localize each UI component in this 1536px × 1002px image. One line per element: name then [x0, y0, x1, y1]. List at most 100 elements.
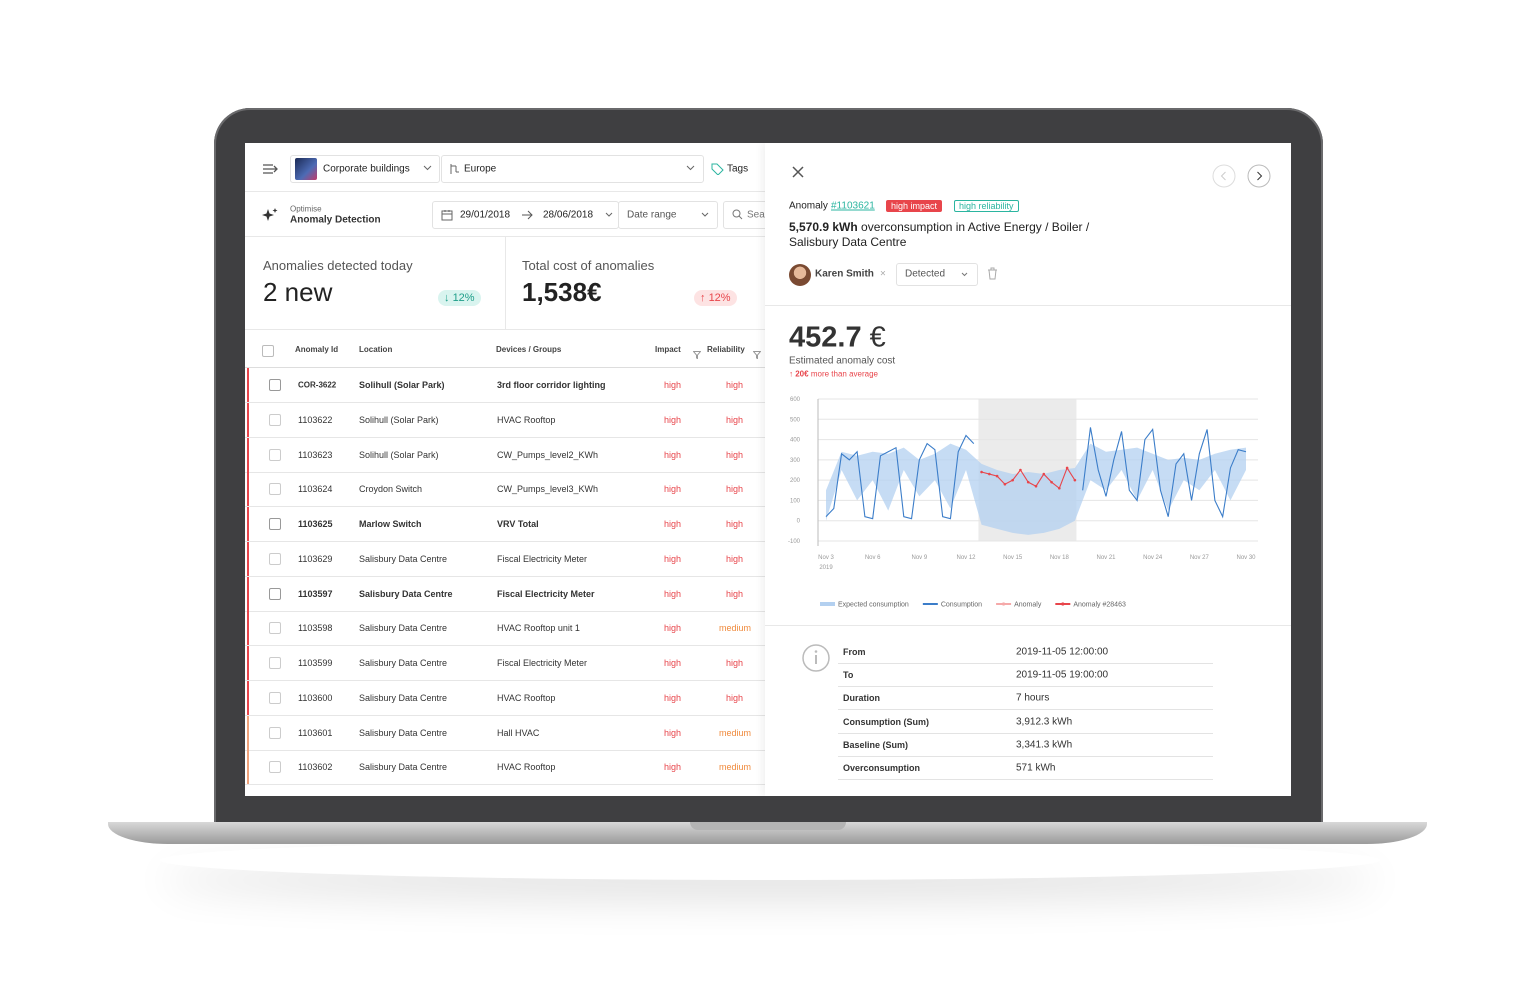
hl [245, 367, 765, 368]
cell: 1103622 [298, 414, 333, 425]
anomaly-point [1034, 484, 1038, 488]
cell: Fiscal Electricity Meter [497, 553, 588, 564]
fact-value: 2019-11-05 19:00:00 [1016, 669, 1109, 681]
tags[interactable]: Tags [727, 163, 749, 175]
close-button[interactable] [792, 166, 804, 178]
status-select[interactable] [896, 263, 978, 286]
table-row[interactable] [245, 611, 765, 647]
row-checkbox[interactable] [269, 448, 281, 461]
series-line [1082, 427, 1247, 519]
table-row[interactable] [245, 542, 765, 577]
row-checkbox[interactable] [269, 379, 281, 391]
row-checkbox[interactable] [269, 483, 281, 496]
y-tick-label: 500 [790, 417, 801, 423]
cell: 1103629 [298, 553, 333, 564]
anomaly-point [988, 472, 991, 476]
x-tick-label: Nov 3 [818, 555, 834, 561]
cell: Salisbury Data Centre [359, 727, 448, 738]
table-row[interactable] [245, 577, 765, 612]
column-header[interactable]: Reliability [707, 345, 745, 354]
info-icon [802, 644, 830, 672]
row-marker [247, 507, 249, 541]
cell: HVAC Rooftop unit 1 [497, 623, 580, 634]
cell: CW_Pumps_level3_KWh [497, 484, 599, 495]
next-button[interactable] [1247, 164, 1271, 188]
table-row[interactable] [245, 438, 765, 473]
cell: high [726, 658, 744, 668]
table-row[interactable] [245, 681, 765, 716]
row-marker [247, 715, 249, 750]
x-tick-label: Nov 21 [1096, 555, 1116, 561]
y-tick-label: 200 [790, 478, 801, 484]
cell: 1103602 [298, 762, 333, 773]
laptop-notch [690, 822, 846, 830]
search[interactable]: Search [747, 209, 765, 221]
cell: Solihull (Solar Park) [359, 380, 445, 390]
remove-assignee[interactable]: × [880, 268, 886, 280]
row-checkbox[interactable] [269, 622, 281, 635]
cost-label: Estimated anomaly cost [789, 355, 896, 367]
table-row[interactable] [245, 750, 765, 786]
row-checkbox[interactable] [269, 657, 281, 669]
cell: Salisbury Data Centre [359, 623, 448, 634]
legend-dot [1061, 602, 1065, 606]
table-row[interactable] [245, 716, 765, 751]
legend-label: Anomaly #28463 [1073, 602, 1126, 609]
table-row[interactable] [245, 368, 765, 403]
cell: Fiscal Electricity Meter [497, 588, 595, 599]
building-thumb [295, 158, 317, 180]
building-select[interactable] [290, 155, 440, 183]
filter-icon[interactable] [692, 346, 702, 364]
table-row[interactable] [245, 507, 765, 542]
table-row[interactable] [245, 403, 765, 438]
cell: 1103598 [298, 623, 333, 634]
cell: medium [719, 762, 752, 773]
row-checkbox[interactable] [269, 552, 281, 565]
select-all[interactable] [262, 345, 274, 357]
chevron [701, 212, 709, 217]
search-box[interactable] [723, 201, 765, 229]
detail-panel: Anomaly #1103621 high impact high reliab… [765, 143, 1291, 796]
date-range-select[interactable] [618, 201, 718, 229]
fact-value: 3,341.3 kWh [1016, 739, 1073, 751]
region-select[interactable] [441, 155, 704, 183]
row-checkbox[interactable] [269, 691, 281, 704]
anomaly-id[interactable]: #1103621 [831, 200, 875, 212]
table-row[interactable] [245, 646, 765, 681]
row-checkbox[interactable] [269, 761, 281, 774]
cell: 1103601 [298, 727, 333, 738]
legend-label: Expected consumption [838, 602, 909, 609]
assignee[interactable]: Karen Smith [815, 268, 874, 280]
row-checkbox[interactable] [269, 587, 281, 600]
fact-label: To [843, 670, 854, 681]
description: overconsumption in Active Energy / Boile… [789, 220, 1090, 249]
fact-divider [838, 709, 1213, 711]
cell: high [664, 414, 682, 425]
row-checkbox[interactable] [269, 413, 281, 426]
fact-divider [838, 732, 1213, 734]
prev-button[interactable] [1212, 164, 1236, 188]
row-checkbox[interactable] [269, 518, 281, 530]
cost: 452.7 € [789, 322, 886, 355]
cell: 1103625 [298, 519, 333, 529]
cell: high [664, 519, 682, 529]
menu-icon[interactable] [262, 163, 278, 175]
table-row[interactable] [245, 472, 765, 508]
anomaly-point [1019, 468, 1022, 472]
cell: high [664, 658, 682, 668]
cell: high [664, 692, 682, 703]
filter-icon[interactable] [752, 346, 762, 364]
amount: 5,570.9 kWh [789, 220, 858, 234]
column-header: Devices / Groups [496, 345, 562, 354]
fact-divider [838, 663, 1213, 664]
row-marker [247, 402, 249, 437]
fact-divider [838, 755, 1213, 757]
fact-label: Duration [843, 693, 880, 704]
column-header[interactable]: Impact [655, 345, 681, 354]
row-checkbox[interactable] [269, 726, 281, 739]
cell: high [664, 762, 682, 773]
delete-button[interactable] [987, 267, 998, 280]
row-marker [247, 541, 249, 576]
fact-value: 3,912.3 kWh [1016, 716, 1073, 728]
cell: high [726, 519, 744, 529]
